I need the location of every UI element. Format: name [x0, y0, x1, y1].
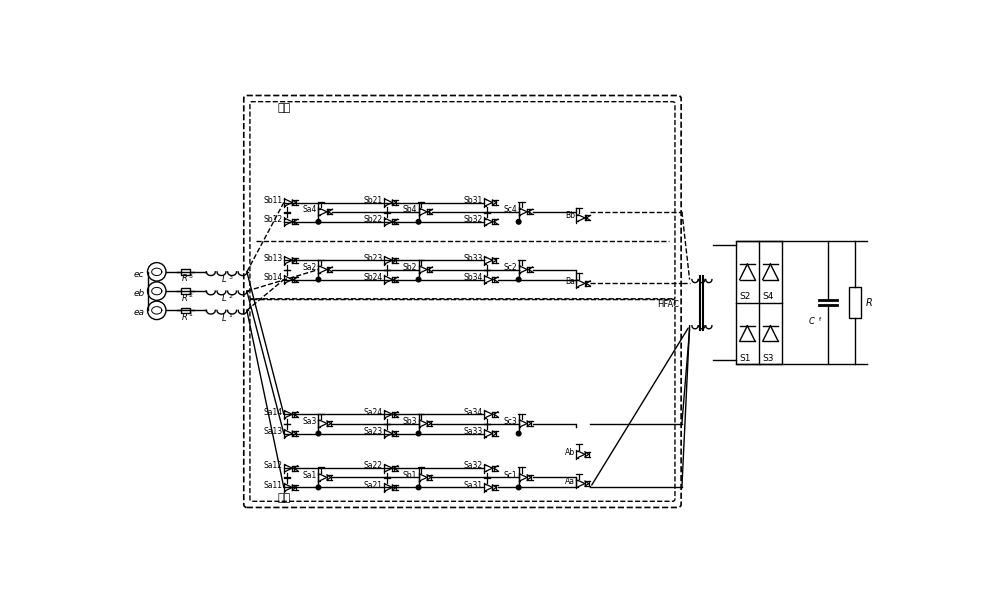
Text: R: R — [182, 274, 187, 283]
Circle shape — [316, 431, 321, 436]
Circle shape — [316, 220, 321, 224]
Bar — [736, 241, 782, 364]
Text: Sb3: Sb3 — [403, 417, 417, 426]
Circle shape — [416, 485, 421, 490]
Text: ea: ea — [133, 308, 144, 317]
Text: Sb11: Sb11 — [263, 196, 282, 205]
Text: Bb: Bb — [565, 211, 575, 220]
Text: Sa13: Sa13 — [263, 427, 282, 436]
Text: 正组: 正组 — [278, 493, 291, 503]
Text: Sb13: Sb13 — [263, 254, 282, 263]
Text: 反组: 反组 — [278, 103, 291, 113]
Text: Sa14: Sa14 — [263, 408, 282, 417]
Text: Aa: Aa — [565, 477, 575, 486]
Text: eb: eb — [133, 289, 144, 298]
Circle shape — [416, 277, 421, 282]
Text: Sb32: Sb32 — [463, 215, 482, 224]
Text: Sb2: Sb2 — [403, 263, 417, 272]
Text: Sa32: Sa32 — [463, 461, 482, 470]
Text: S3: S3 — [763, 353, 774, 362]
Bar — [181, 269, 190, 275]
Bar — [181, 307, 190, 313]
Text: R: R — [182, 294, 187, 303]
Text: Sa21: Sa21 — [363, 481, 382, 490]
Text: Sc4: Sc4 — [503, 205, 517, 214]
Text: 1: 1 — [188, 312, 192, 318]
Text: Sb31: Sb31 — [463, 196, 482, 205]
Text: Sc1: Sc1 — [503, 471, 517, 480]
Text: Sb24: Sb24 — [363, 273, 382, 282]
Text: Sa2: Sa2 — [303, 263, 317, 272]
Text: L: L — [221, 294, 226, 303]
Text: HFAC: HFAC — [658, 300, 680, 309]
Bar — [181, 288, 190, 294]
Text: 3: 3 — [188, 274, 192, 279]
Text: Sb21: Sb21 — [363, 196, 382, 205]
Text: L: L — [221, 275, 226, 284]
Text: 3: 3 — [228, 275, 232, 280]
Text: 2: 2 — [188, 293, 192, 298]
Text: Sb1: Sb1 — [403, 471, 417, 480]
Circle shape — [516, 220, 521, 224]
Text: C: C — [808, 318, 814, 327]
Text: Sc2: Sc2 — [503, 263, 517, 272]
Text: Sb12: Sb12 — [263, 215, 282, 224]
Text: ec: ec — [134, 270, 144, 279]
Circle shape — [416, 431, 421, 436]
Circle shape — [516, 485, 521, 490]
Text: Sb4: Sb4 — [403, 205, 417, 214]
Text: Sa4: Sa4 — [303, 205, 317, 214]
Text: Sc3: Sc3 — [503, 417, 517, 426]
Text: Ba: Ba — [565, 276, 575, 286]
Text: S4: S4 — [763, 292, 774, 301]
Circle shape — [316, 485, 321, 490]
Text: Sb34: Sb34 — [463, 273, 482, 282]
Circle shape — [516, 431, 521, 436]
Text: f: f — [819, 317, 821, 322]
Circle shape — [416, 220, 421, 224]
Text: S1: S1 — [740, 353, 751, 362]
Text: Sa22: Sa22 — [363, 461, 382, 470]
Text: Sb33: Sb33 — [463, 254, 482, 263]
Text: Sb22: Sb22 — [363, 215, 382, 224]
Text: R: R — [182, 313, 187, 322]
Text: Sb14: Sb14 — [263, 273, 282, 282]
Text: Sa24: Sa24 — [363, 408, 382, 417]
Bar — [849, 287, 861, 318]
Text: 2: 2 — [228, 294, 232, 299]
Text: R: R — [866, 298, 873, 307]
Text: L: L — [221, 313, 226, 322]
Text: Sb23: Sb23 — [363, 254, 382, 263]
Circle shape — [516, 277, 521, 282]
Text: Ab: Ab — [565, 448, 575, 457]
Text: Sa33: Sa33 — [463, 427, 482, 436]
Text: Sa23: Sa23 — [363, 427, 382, 436]
Text: Sa1: Sa1 — [303, 471, 317, 480]
Text: Sa11: Sa11 — [263, 481, 282, 490]
Text: Sa3: Sa3 — [303, 417, 317, 426]
Text: Sa12: Sa12 — [263, 461, 282, 470]
Circle shape — [316, 277, 321, 282]
Text: Sa34: Sa34 — [463, 408, 482, 417]
Text: S2: S2 — [740, 292, 751, 301]
Text: Sa31: Sa31 — [463, 481, 482, 490]
Text: 1: 1 — [228, 313, 232, 318]
